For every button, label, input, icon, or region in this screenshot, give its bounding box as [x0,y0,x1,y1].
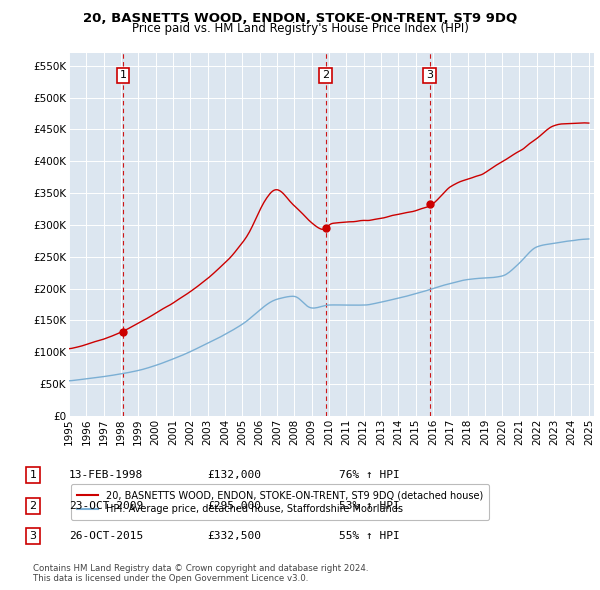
Text: 20, BASNETTS WOOD, ENDON, STOKE-ON-TRENT, ST9 9DQ: 20, BASNETTS WOOD, ENDON, STOKE-ON-TRENT… [83,12,517,25]
Text: 2: 2 [29,501,37,510]
Text: 55% ↑ HPI: 55% ↑ HPI [339,532,400,541]
Text: 23-OCT-2009: 23-OCT-2009 [69,501,143,510]
Text: 1: 1 [119,70,127,80]
Text: Price paid vs. HM Land Registry's House Price Index (HPI): Price paid vs. HM Land Registry's House … [131,22,469,35]
Text: 1: 1 [29,470,37,480]
Text: 2: 2 [322,70,329,80]
Legend: 20, BASNETTS WOOD, ENDON, STOKE-ON-TRENT, ST9 9DQ (detached house), HPI: Average: 20, BASNETTS WOOD, ENDON, STOKE-ON-TRENT… [71,484,490,520]
Text: 3: 3 [29,532,37,541]
Text: Contains HM Land Registry data © Crown copyright and database right 2024.
This d: Contains HM Land Registry data © Crown c… [33,563,368,583]
Text: 13-FEB-1998: 13-FEB-1998 [69,470,143,480]
Text: £332,500: £332,500 [207,532,261,541]
Text: £132,000: £132,000 [207,470,261,480]
Text: 3: 3 [426,70,433,80]
Text: 76% ↑ HPI: 76% ↑ HPI [339,470,400,480]
Text: 53% ↑ HPI: 53% ↑ HPI [339,501,400,510]
Text: 26-OCT-2015: 26-OCT-2015 [69,532,143,541]
Text: £295,000: £295,000 [207,501,261,510]
